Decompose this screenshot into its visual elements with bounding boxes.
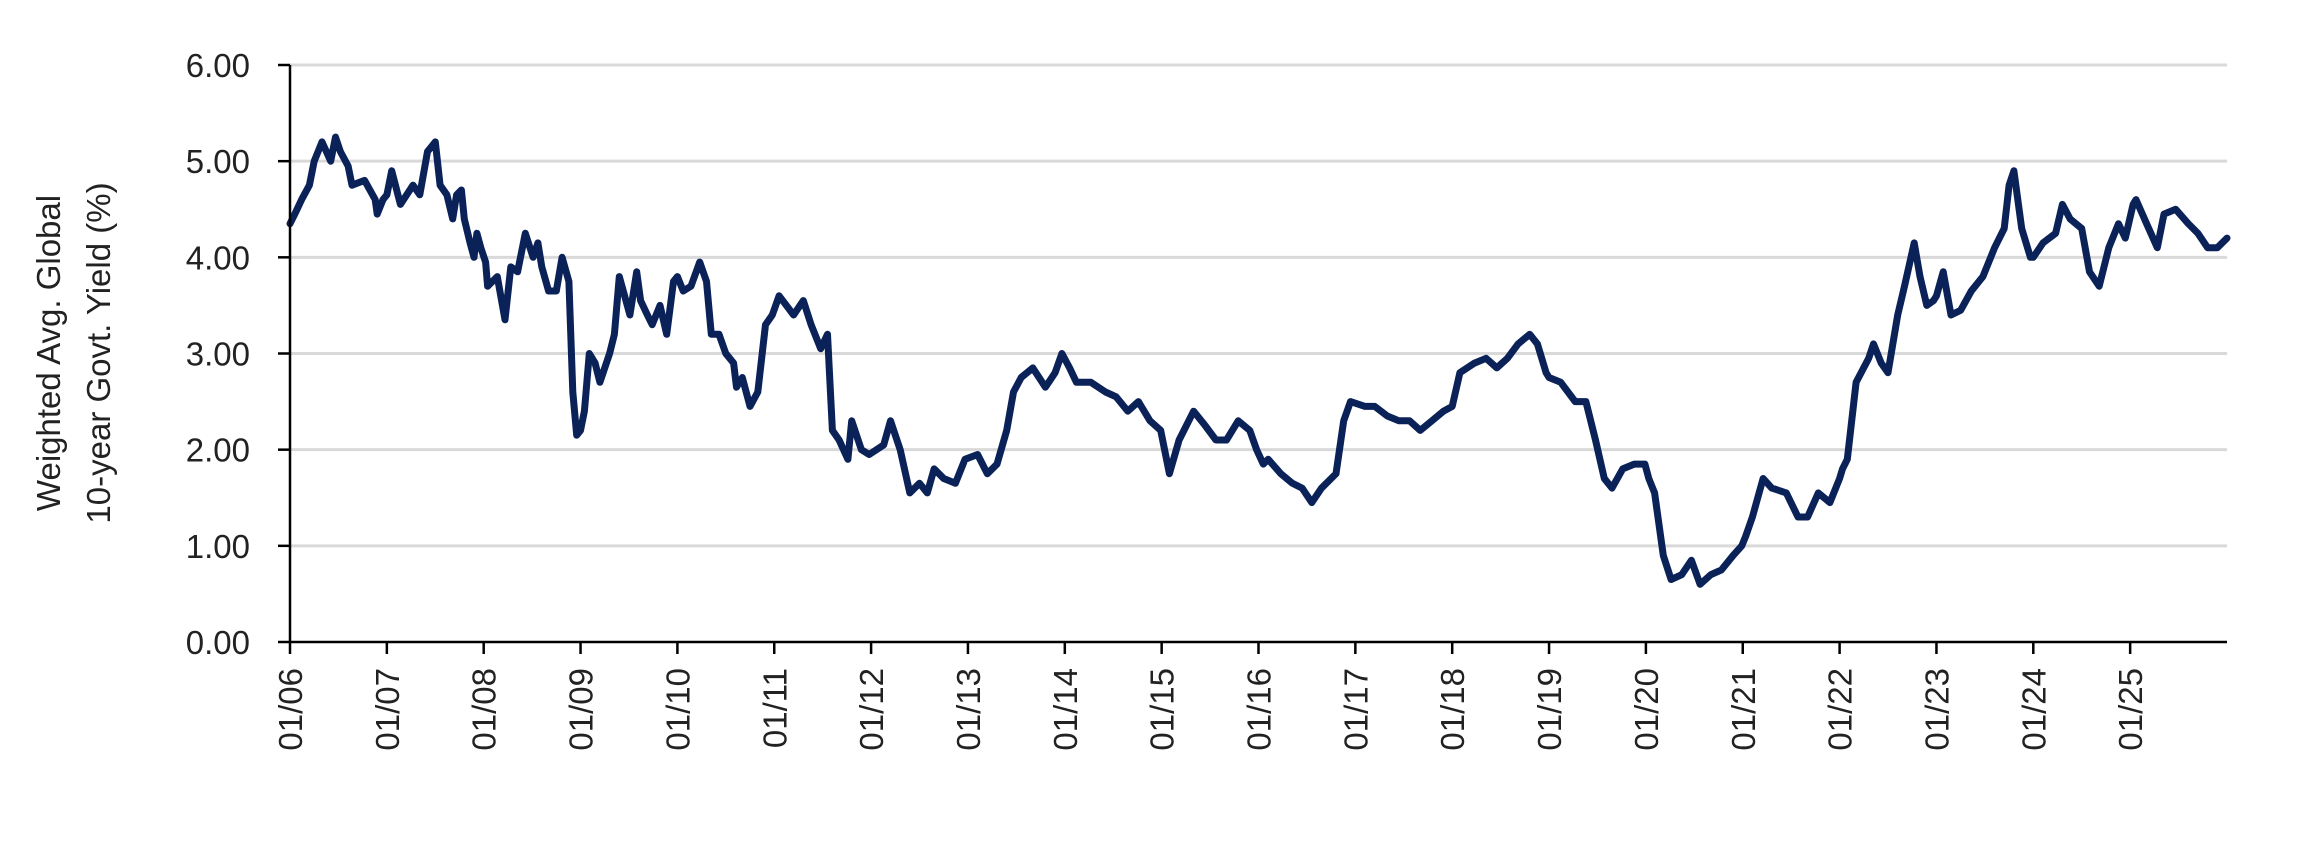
y-tick-label: 5.00 — [186, 143, 250, 180]
y-tick-label: 2.00 — [186, 432, 250, 469]
x-tick-label: 01/22 — [1822, 668, 1859, 751]
y-tick-labels: 0.00 1.00 2.00 3.00 4.00 5.00 6.00 — [186, 47, 250, 661]
x-tick-label: 01/14 — [1047, 668, 1084, 751]
x-tick-label: 01/20 — [1628, 668, 1665, 751]
x-tick-label: 01/16 — [1241, 668, 1278, 751]
y-tick-label: 1.00 — [186, 528, 250, 565]
x-tick-label: 01/21 — [1725, 668, 1762, 751]
yield-series-line — [286, 133, 2231, 588]
x-tick-label: 01/11 — [756, 668, 793, 748]
x-tick-label: 01/17 — [1337, 668, 1374, 751]
y-tick-label: 4.00 — [186, 239, 250, 276]
y-tick-label: 6.00 — [186, 47, 250, 84]
x-tick-label: 01/13 — [950, 668, 987, 751]
x-tick-labels: 01/06 01/07 01/08 01/09 01/10 01/11 01/12 01/13… — [272, 668, 2149, 751]
x-tick-label: 01/10 — [659, 668, 696, 751]
x-tick-label: 01/06 — [272, 668, 309, 751]
x-tick-label: 01/25 — [2112, 668, 2149, 751]
x-tick-label: 01/07 — [369, 668, 406, 751]
axes — [278, 63, 2227, 654]
x-tick-label: 01/18 — [1434, 668, 1471, 751]
x-tick-label: 01/23 — [1918, 668, 1955, 751]
y-tick-label: 3.00 — [186, 336, 250, 373]
x-tick-label: 01/19 — [1531, 668, 1568, 751]
x-tick-label: 01/08 — [466, 668, 503, 751]
y-axis-title-line-1: Weighted Avg. Global — [30, 195, 67, 511]
x-tick-label: 01/12 — [853, 668, 890, 751]
x-tick-label: 01/09 — [563, 668, 600, 751]
y-tick-label: 0.00 — [186, 624, 250, 661]
x-tick-label: 01/24 — [2015, 668, 2052, 751]
y-axis-title-line-2: 10-year Govt. Yield (%) — [80, 182, 117, 523]
gridlines — [290, 63, 2227, 548]
x-tick-label: 01/15 — [1144, 668, 1181, 751]
series-layer — [286, 133, 2231, 588]
